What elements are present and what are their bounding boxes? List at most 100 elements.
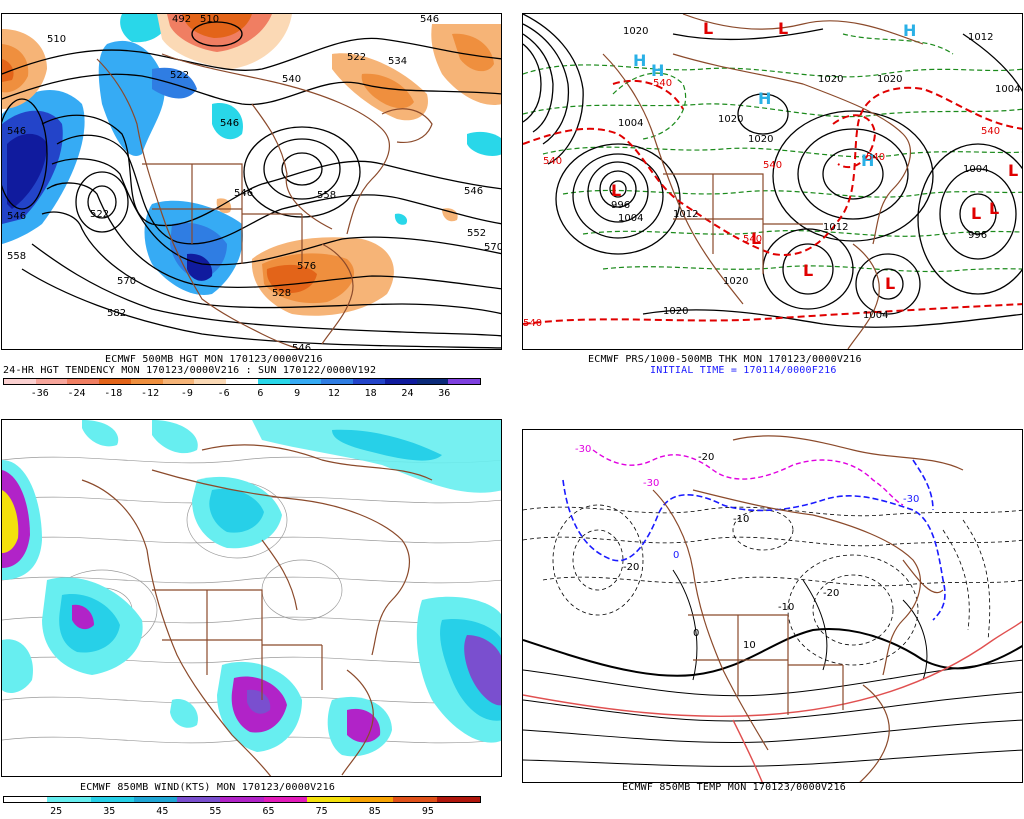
colorbar-swatch	[133, 797, 178, 802]
thickness-contours	[523, 33, 1022, 273]
colorbar-swatch	[289, 379, 322, 384]
thickness-label: 540	[523, 318, 542, 329]
contour-label: 522	[90, 209, 109, 220]
height-contours	[2, 21, 501, 349]
colorbar-swatch	[162, 379, 195, 384]
isotherm-label: -10	[733, 514, 749, 525]
isobar-labels: 1020 1020 1012 1004 1004 1020 1020 1012 …	[611, 26, 1020, 321]
isobar-label: 1020	[663, 306, 688, 317]
colorbar-tick-label: 45	[156, 806, 169, 817]
panel-caption-line1: ECMWF 500MB HGT MON 170123/0000V216	[105, 354, 323, 365]
wind-speed-colorbar	[3, 796, 481, 803]
colorbar-tick-label: 25	[50, 806, 63, 817]
map-500mb-height: 492 510 510 522 546 534 522 540 546 546 …	[1, 13, 502, 350]
contour-label: 546	[420, 14, 439, 25]
contour-label: 528	[272, 288, 291, 299]
isobar-label: 1020	[818, 74, 843, 85]
isobar-label: 1012	[968, 32, 993, 43]
panel-850mb-temperature: -30 -30 -20 -10 -30 0 10 -20 -10 -20 0 E…	[512, 410, 1024, 819]
colorbar-swatch	[99, 379, 131, 384]
map-850mb-temperature-svg: -30 -30 -20 -10 -30 0 10 -20 -10 -20 0	[523, 435, 1022, 782]
contour-label: 576	[297, 261, 316, 272]
isobar-label: 1020	[877, 74, 902, 85]
colorbar-tick-label: -18	[104, 388, 123, 399]
cold-isotherm-blue	[562, 459, 946, 621]
colorbar-swatch	[130, 379, 163, 384]
isotherm-label: -30	[643, 478, 659, 489]
map-pressure-thickness-svg: H H H H H L L L L L L L L L 1020 1020 10…	[523, 14, 1022, 349]
isotherm-label: 0	[693, 628, 699, 639]
isobar-label: 1020	[623, 26, 648, 37]
colorbar-swatch	[35, 379, 68, 384]
contour-label: 582	[107, 308, 126, 319]
pressure-centers: H H H H H L L L L L L L L L	[611, 19, 1018, 293]
contour-label: 510	[47, 34, 66, 45]
isobar-label: 1004	[618, 118, 643, 129]
colorbar-tick-label: 55	[209, 806, 222, 817]
low-pressure-center: L	[703, 19, 713, 38]
low-pressure-center: L	[885, 274, 895, 293]
colorbar-swatch	[393, 797, 437, 802]
colorbar-swatch	[436, 797, 480, 802]
panel-caption-line2: INITIAL TIME = 170114/0000F216	[650, 365, 837, 376]
high-pressure-center: H	[861, 151, 874, 170]
isotherm-label: -20	[698, 452, 714, 463]
thickness-label: 540	[543, 156, 562, 167]
thickness-label: 540	[653, 78, 672, 89]
high-pressure-center: H	[651, 61, 664, 80]
coastlines	[81, 444, 433, 776]
isotherm-label: -10	[778, 602, 794, 613]
isobar-label: 1020	[723, 276, 748, 287]
isobar-label: 1012	[673, 209, 698, 220]
colorbar-tick-label: 6	[257, 388, 264, 399]
isotherm-label: -20	[623, 562, 639, 573]
colorbar-swatch	[226, 379, 258, 384]
height-tendency-colorbar-ticks: -36 -24 -18 -12 -9 -6 6 9 12 18 24 36	[3, 388, 481, 400]
map-850mb-wind-svg	[2, 420, 501, 776]
contour-label: 558	[317, 190, 336, 201]
coastlines	[602, 14, 924, 349]
contour-label: 522	[347, 52, 366, 63]
panel-pressure-thickness: H H H H H L L L L L L L L L 1020 1020 10…	[512, 0, 1024, 410]
contour-label: 570	[117, 276, 136, 287]
cold-isotherm-magenta	[592, 449, 904, 506]
colorbar-swatch	[47, 797, 91, 802]
contour-label: 540	[282, 74, 301, 85]
thickness-label: 540	[743, 234, 762, 245]
colorbar-tick-label: 36	[438, 388, 451, 399]
colorbar-swatch	[384, 379, 417, 384]
colorbar-tick-label: 75	[315, 806, 328, 817]
colorbar-swatch	[321, 379, 354, 384]
panel-caption-line2: 24-HR HGT TENDENCY MON 170123/0000V216 :…	[3, 365, 377, 376]
isobar-label: 1004	[995, 84, 1020, 95]
isobar-label: 1020	[718, 114, 743, 125]
isobar-label: 1004	[863, 310, 888, 321]
wind-speed-shading	[2, 420, 501, 757]
low-pressure-center: L	[751, 229, 761, 248]
colorbar-swatch	[353, 379, 385, 384]
isotherm-labels: -30 -30 -20 -10 -30 0 10 -20 -10 -20 0	[575, 444, 919, 651]
thickness-label: 540	[866, 152, 885, 163]
thickness-label: 540	[763, 160, 782, 171]
colorbar-swatch	[90, 797, 134, 802]
colorbar-swatch	[448, 379, 481, 384]
contour-label: 546	[464, 186, 483, 197]
low-pressure-center: L	[989, 199, 999, 218]
panel-caption-line1: ECMWF 850MB TEMP MON 170123/0000V216	[622, 782, 846, 793]
colorbar-tick-label: -6	[217, 388, 230, 399]
colorbar-tick-label: -24	[67, 388, 86, 399]
contour-label: 546	[7, 126, 26, 137]
wind-speed-colorbar-ticks: 25 35 45 55 65 75 85 95	[3, 806, 481, 818]
height-contour-labels: 492 510 510 522 546 534 522 540 546 546 …	[7, 14, 501, 350]
warm-isotherms	[523, 569, 1022, 767]
negative-tendency-shading	[2, 14, 501, 295]
isobar-label: 1020	[748, 134, 773, 145]
colorbar-tick-label: 9	[294, 388, 301, 399]
colorbar-tick-label: -12	[141, 388, 160, 399]
colorbar-tick-label: -9	[180, 388, 193, 399]
contour-label: 534	[388, 56, 407, 67]
isotherm-label: 0	[673, 550, 679, 561]
contour-label: 546	[292, 343, 311, 350]
thickness-label: 540	[981, 126, 1000, 137]
isotherm-label: -30	[903, 494, 919, 505]
